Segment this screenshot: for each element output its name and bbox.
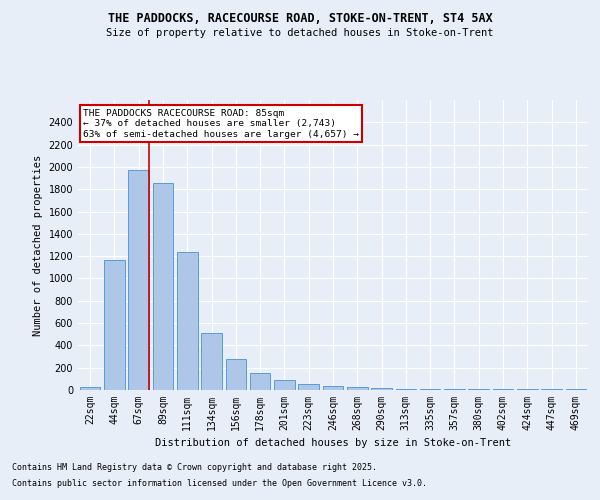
Text: THE PADDOCKS RACECOURSE ROAD: 85sqm
← 37% of detached houses are smaller (2,743): THE PADDOCKS RACECOURSE ROAD: 85sqm ← 37… <box>83 108 359 138</box>
Text: THE PADDOCKS, RACECOURSE ROAD, STOKE-ON-TRENT, ST4 5AX: THE PADDOCKS, RACECOURSE ROAD, STOKE-ON-… <box>107 12 493 26</box>
Text: Contains public sector information licensed under the Open Government Licence v3: Contains public sector information licen… <box>12 478 427 488</box>
Bar <box>323 386 343 390</box>
Bar <box>128 170 149 390</box>
Bar <box>226 360 246 390</box>
Bar <box>371 388 392 390</box>
Bar <box>347 386 368 390</box>
Text: Size of property relative to detached houses in Stoke-on-Trent: Size of property relative to detached ho… <box>106 28 494 38</box>
Bar <box>104 260 125 390</box>
Bar <box>395 389 416 390</box>
Bar <box>80 386 100 390</box>
Bar <box>274 380 295 390</box>
Bar <box>250 372 271 390</box>
Y-axis label: Number of detached properties: Number of detached properties <box>33 154 43 336</box>
X-axis label: Distribution of detached houses by size in Stoke-on-Trent: Distribution of detached houses by size … <box>155 438 511 448</box>
Bar <box>201 332 222 390</box>
Bar <box>298 384 319 390</box>
Bar <box>152 183 173 390</box>
Text: Contains HM Land Registry data © Crown copyright and database right 2025.: Contains HM Land Registry data © Crown c… <box>12 464 377 472</box>
Bar <box>177 252 197 390</box>
